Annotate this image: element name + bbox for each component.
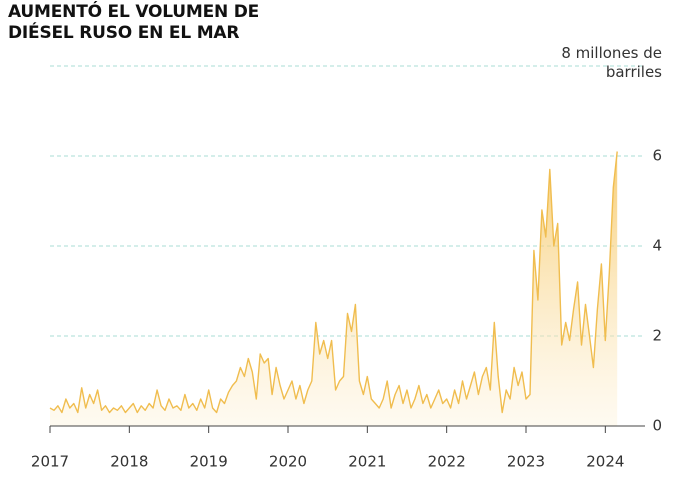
x-tick-label: 2017 [31,453,69,471]
y-tick-label: 4 [652,237,662,255]
chart-title: AUMENTÓ EL VOLUMEN DE DIÉSEL RUSO EN EL … [8,2,260,43]
x-tick-label: 2019 [190,453,228,471]
line [49,151,618,414]
area [50,151,618,426]
x-tick-label: 2022 [428,453,466,471]
y-tick-label: 2 [652,327,662,345]
x-tick-label: 2020 [269,453,307,471]
x-tick-label: 2018 [110,453,148,471]
y-tick-label: 6 [652,147,662,165]
y-tick-label: 0 [652,417,662,435]
x-tick-label: 2021 [348,453,386,471]
x-tick-label: 2024 [586,453,624,471]
y-tick-label: 8 millones de barriles [561,44,662,81]
x-tick-label: 2023 [507,453,545,471]
